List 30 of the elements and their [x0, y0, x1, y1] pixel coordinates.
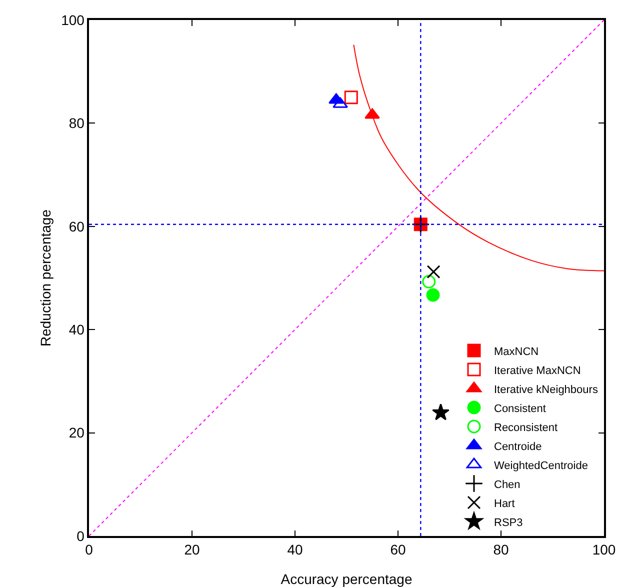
legend-label: Iterative MaxNCN — [494, 364, 581, 377]
x-tick-label: 100 — [592, 542, 616, 558]
legend-label: Reconsistent — [494, 422, 558, 434]
legend-label: Centroide — [494, 440, 542, 453]
y-tick-label: 20 — [68, 424, 85, 441]
y-tick-label: 100 — [61, 12, 85, 28]
y-axis-title: Reduction percentage — [38, 209, 54, 346]
point — [426, 288, 440, 302]
x-axis-title: Accuracy percentage — [280, 571, 412, 587]
point — [422, 274, 436, 288]
y-tick-label: 40 — [68, 322, 85, 338]
x-tick-label: 40 — [287, 542, 303, 558]
y-tick-label: 80 — [68, 115, 85, 132]
legend-label: Chen — [494, 478, 520, 491]
legend-label: Iterative kNeighbours — [494, 384, 598, 396]
y-tick-label: 60 — [68, 218, 85, 234]
point — [426, 265, 440, 279]
x-tick-label: 80 — [493, 542, 509, 558]
x-tick-label: 20 — [184, 542, 200, 558]
y-tick-label: 0 — [76, 528, 85, 544]
legend-label: Hart — [494, 498, 515, 510]
point — [364, 108, 380, 119]
legend-label: Consistent — [494, 402, 546, 415]
point — [332, 97, 348, 108]
line-series — [353, 44, 604, 272]
legend-label: MaxNCN — [494, 346, 539, 358]
legend-label: WeightedCentroide — [494, 460, 588, 472]
point — [344, 90, 358, 104]
legend-label: RSP3 — [494, 516, 523, 529]
x-tick-label: 60 — [390, 542, 406, 558]
